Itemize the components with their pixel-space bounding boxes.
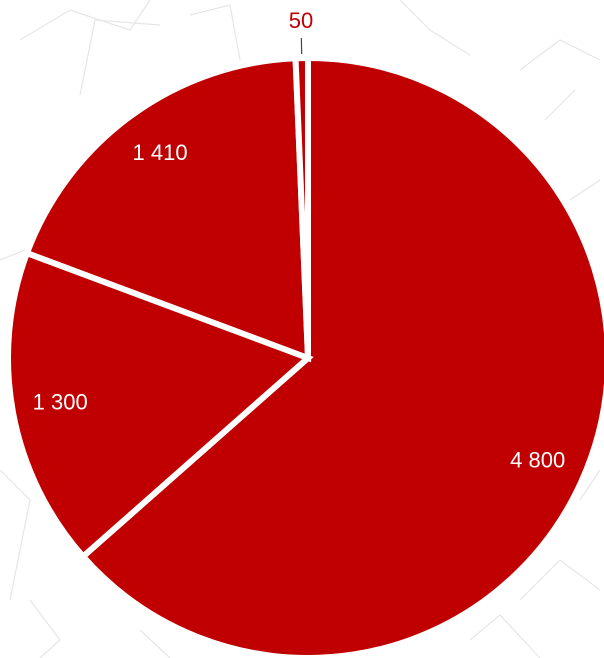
pie-labels: 4 800 1 300 1 410 50 [33, 8, 566, 473]
pie-slices [5, 54, 604, 658]
data-label-1: 1 300 [33, 390, 88, 415]
pie-slice-0 [78, 54, 604, 658]
data-label-0: 4 800 [510, 447, 565, 472]
data-label-2: 1 410 [133, 140, 188, 165]
pie-slice-1 [5, 249, 314, 561]
pie-slice-2 [23, 55, 312, 363]
data-label-3: 50 [289, 8, 313, 33]
pie-slice-3 [292, 54, 311, 359]
